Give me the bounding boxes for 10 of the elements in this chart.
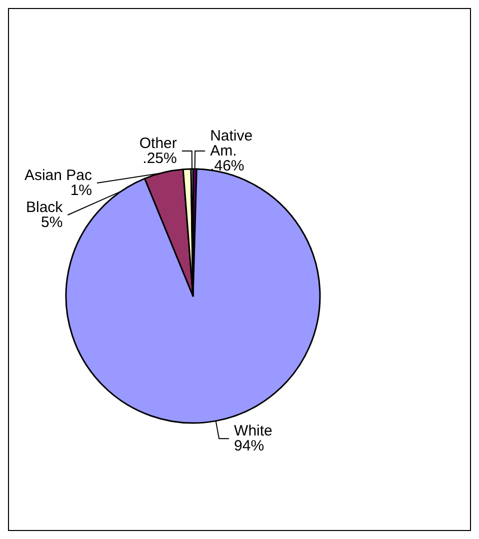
data-label: .46% [210,158,244,175]
data-label: 94% [234,438,264,455]
data-label: 5% [40,214,63,232]
slice-label: Asian Pac [24,167,92,184]
slice-label: Native Am. [210,128,253,160]
slice-label: White [234,422,272,440]
data-label: .25% [142,150,177,168]
slice-label: Other [139,135,177,152]
data-label: 1% [70,182,92,200]
slice-label: Black [26,199,64,216]
